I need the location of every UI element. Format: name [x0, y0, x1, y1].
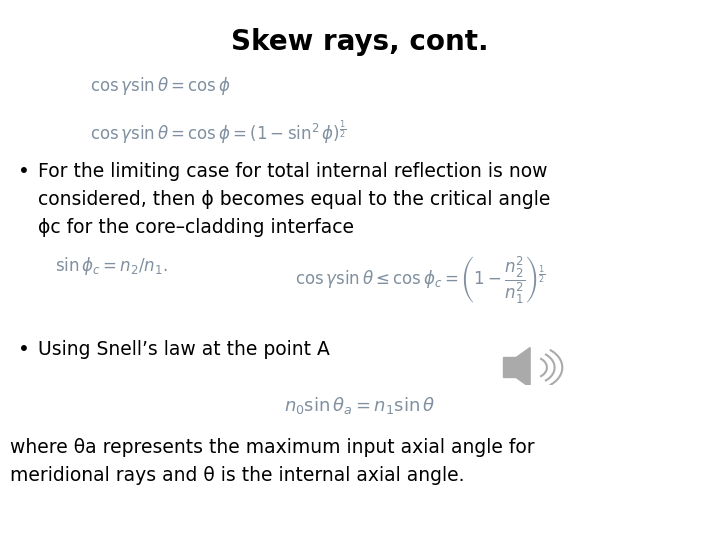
Text: $n_0 \sin \theta_a = n_1 \sin \theta$: $n_0 \sin \theta_a = n_1 \sin \theta$	[284, 395, 436, 416]
Text: ϕc for the core–cladding interface: ϕc for the core–cladding interface	[38, 218, 354, 237]
Text: considered, then ϕ becomes equal to the critical angle: considered, then ϕ becomes equal to the …	[38, 190, 550, 209]
Text: meridional rays and θ is the internal axial angle.: meridional rays and θ is the internal ax…	[10, 466, 464, 485]
Text: $\cos \gamma \sin \theta = \cos \phi$: $\cos \gamma \sin \theta = \cos \phi$	[90, 75, 230, 97]
Text: •: •	[18, 340, 30, 359]
Text: where θa represents the maximum input axial angle for: where θa represents the maximum input ax…	[10, 438, 535, 457]
Text: $\cos \gamma \sin \theta = \cos \phi = (1 - \sin^2 \phi)^{\frac{1}{2}}$: $\cos \gamma \sin \theta = \cos \phi = (…	[90, 118, 346, 146]
Text: $\sin \phi_c = n_2/n_1.$: $\sin \phi_c = n_2/n_1.$	[55, 255, 168, 277]
Polygon shape	[503, 348, 530, 388]
Text: For the limiting case for total internal reflection is now: For the limiting case for total internal…	[38, 162, 547, 181]
Text: $\cos \gamma \sin \theta \leq \cos \phi_c = \left(1 - \dfrac{n_2^2}{n_1^2}\right: $\cos \gamma \sin \theta \leq \cos \phi_…	[295, 255, 545, 306]
Text: Skew rays, cont.: Skew rays, cont.	[231, 28, 489, 56]
Text: Using Snell’s law at the point A: Using Snell’s law at the point A	[38, 340, 330, 359]
Text: •: •	[18, 162, 30, 181]
